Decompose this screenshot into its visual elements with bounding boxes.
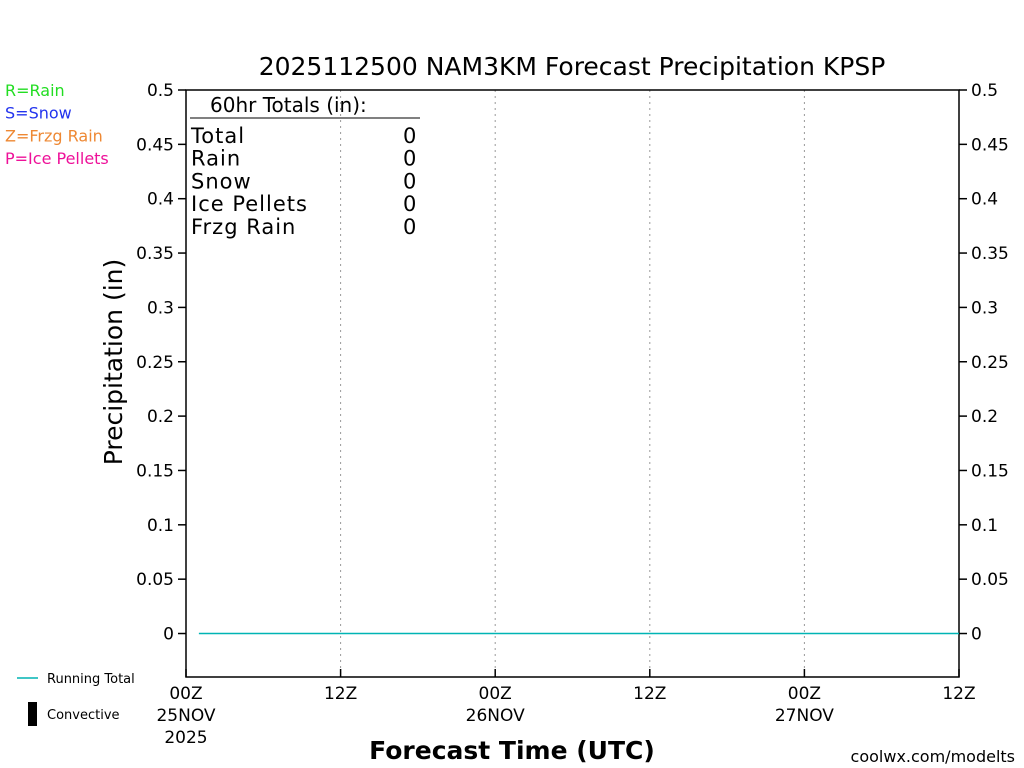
x-tick-date: 27NOV: [775, 706, 834, 726]
y-tick-label: 0.1: [147, 516, 174, 536]
precip-type-legend-entry: S=Snow: [5, 104, 72, 123]
precip-type-legend-entry: P=Ice Pellets: [5, 149, 109, 168]
precip-type-legend: R=Rain S=Snow Z=Frzg Rain P=Ice Pellets: [5, 81, 109, 168]
x-tick-time: 00Z: [479, 684, 512, 704]
totals-value: 0: [403, 169, 416, 193]
totals-value: 0: [403, 124, 416, 148]
x-tick-date: 26NOV: [466, 706, 525, 726]
y-tick-label-right: 0: [971, 625, 982, 645]
x-tick-date: 25NOV: [156, 706, 215, 726]
plot-frame: [185, 89, 960, 678]
y-axis-label: Precipitation (in): [99, 259, 128, 466]
totals-value: 0: [403, 147, 416, 171]
y-axis-right: 0 0.05 0.1 0.15 0.2 0.25 0.3 0.35 0.4 0.45 0.5: [959, 81, 1009, 645]
y-tick-label-right: 0.45: [971, 135, 1009, 155]
chart-title: 2025112500 NAM3KM Forecast Precipitation…: [259, 52, 886, 81]
totals-label: Total: [190, 124, 245, 148]
y-tick-label: 0.05: [136, 570, 174, 590]
x-tick-time: 00Z: [169, 684, 202, 704]
y-tick-label-right: 0.15: [971, 461, 1009, 481]
totals-value: 0: [403, 192, 416, 216]
totals-value: 0: [403, 215, 416, 239]
y-axis-left: 0 0.05 0.1 0.15 0.2 0.25 0.3 0.35 0.4 0.45 0.5: [136, 81, 186, 645]
y-tick-label-right: 0.05: [971, 570, 1009, 590]
y-tick-label-right: 0.5: [971, 81, 998, 101]
x-tick-time: 12Z: [942, 684, 975, 704]
legend-swatch-convective: [28, 702, 37, 726]
totals-box: 60hr Totals (in): Total 0 Rain 0 Snow 0 Ice Pe…: [190, 93, 420, 239]
totals-label: Frzg Rain: [191, 215, 296, 239]
x-axis-label: Forecast Time (UTC): [369, 736, 655, 765]
y-tick-label: 0.15: [136, 461, 174, 481]
x-tick-year: 2025: [164, 728, 207, 748]
y-tick-label: 0.3: [147, 298, 174, 318]
y-tick-label: 0.25: [136, 353, 174, 373]
y-tick-label-right: 0.25: [971, 353, 1009, 373]
y-tick-label-right: 0.4: [971, 190, 998, 210]
totals-label: Snow: [191, 169, 252, 193]
totals-label: Ice Pellets: [191, 192, 308, 216]
series-legend: Running Total Convective: [17, 672, 135, 726]
y-tick-label: 0.45: [136, 135, 174, 155]
precip-type-legend-entry: R=Rain: [5, 81, 65, 100]
x-tick-time: 12Z: [324, 684, 357, 704]
totals-heading: 60hr Totals (in):: [210, 93, 367, 117]
y-tick-label-right: 0.2: [971, 407, 998, 427]
y-tick-label-right: 0.3: [971, 298, 998, 318]
y-tick-label-right: 0.35: [971, 244, 1009, 264]
y-tick-label: 0.4: [147, 190, 174, 210]
x-tick-time: 12Z: [633, 684, 666, 704]
y-tick-label: 0.5: [147, 81, 174, 101]
y-tick-label: 0: [163, 625, 174, 645]
series-legend-label: Convective: [47, 708, 120, 723]
x-tick-time: 00Z: [788, 684, 821, 704]
y-tick-label: 0.2: [147, 407, 174, 427]
precip-type-legend-entry: Z=Frzg Rain: [5, 126, 103, 145]
totals-label: Rain: [191, 147, 241, 171]
vertical-gridlines: [340, 90, 805, 677]
series-legend-label: Running Total: [47, 672, 135, 687]
credit-text: coolwx.com/modelts: [851, 747, 1015, 766]
y-tick-label: 0.35: [136, 244, 174, 264]
y-tick-label-right: 0.1: [971, 516, 998, 536]
